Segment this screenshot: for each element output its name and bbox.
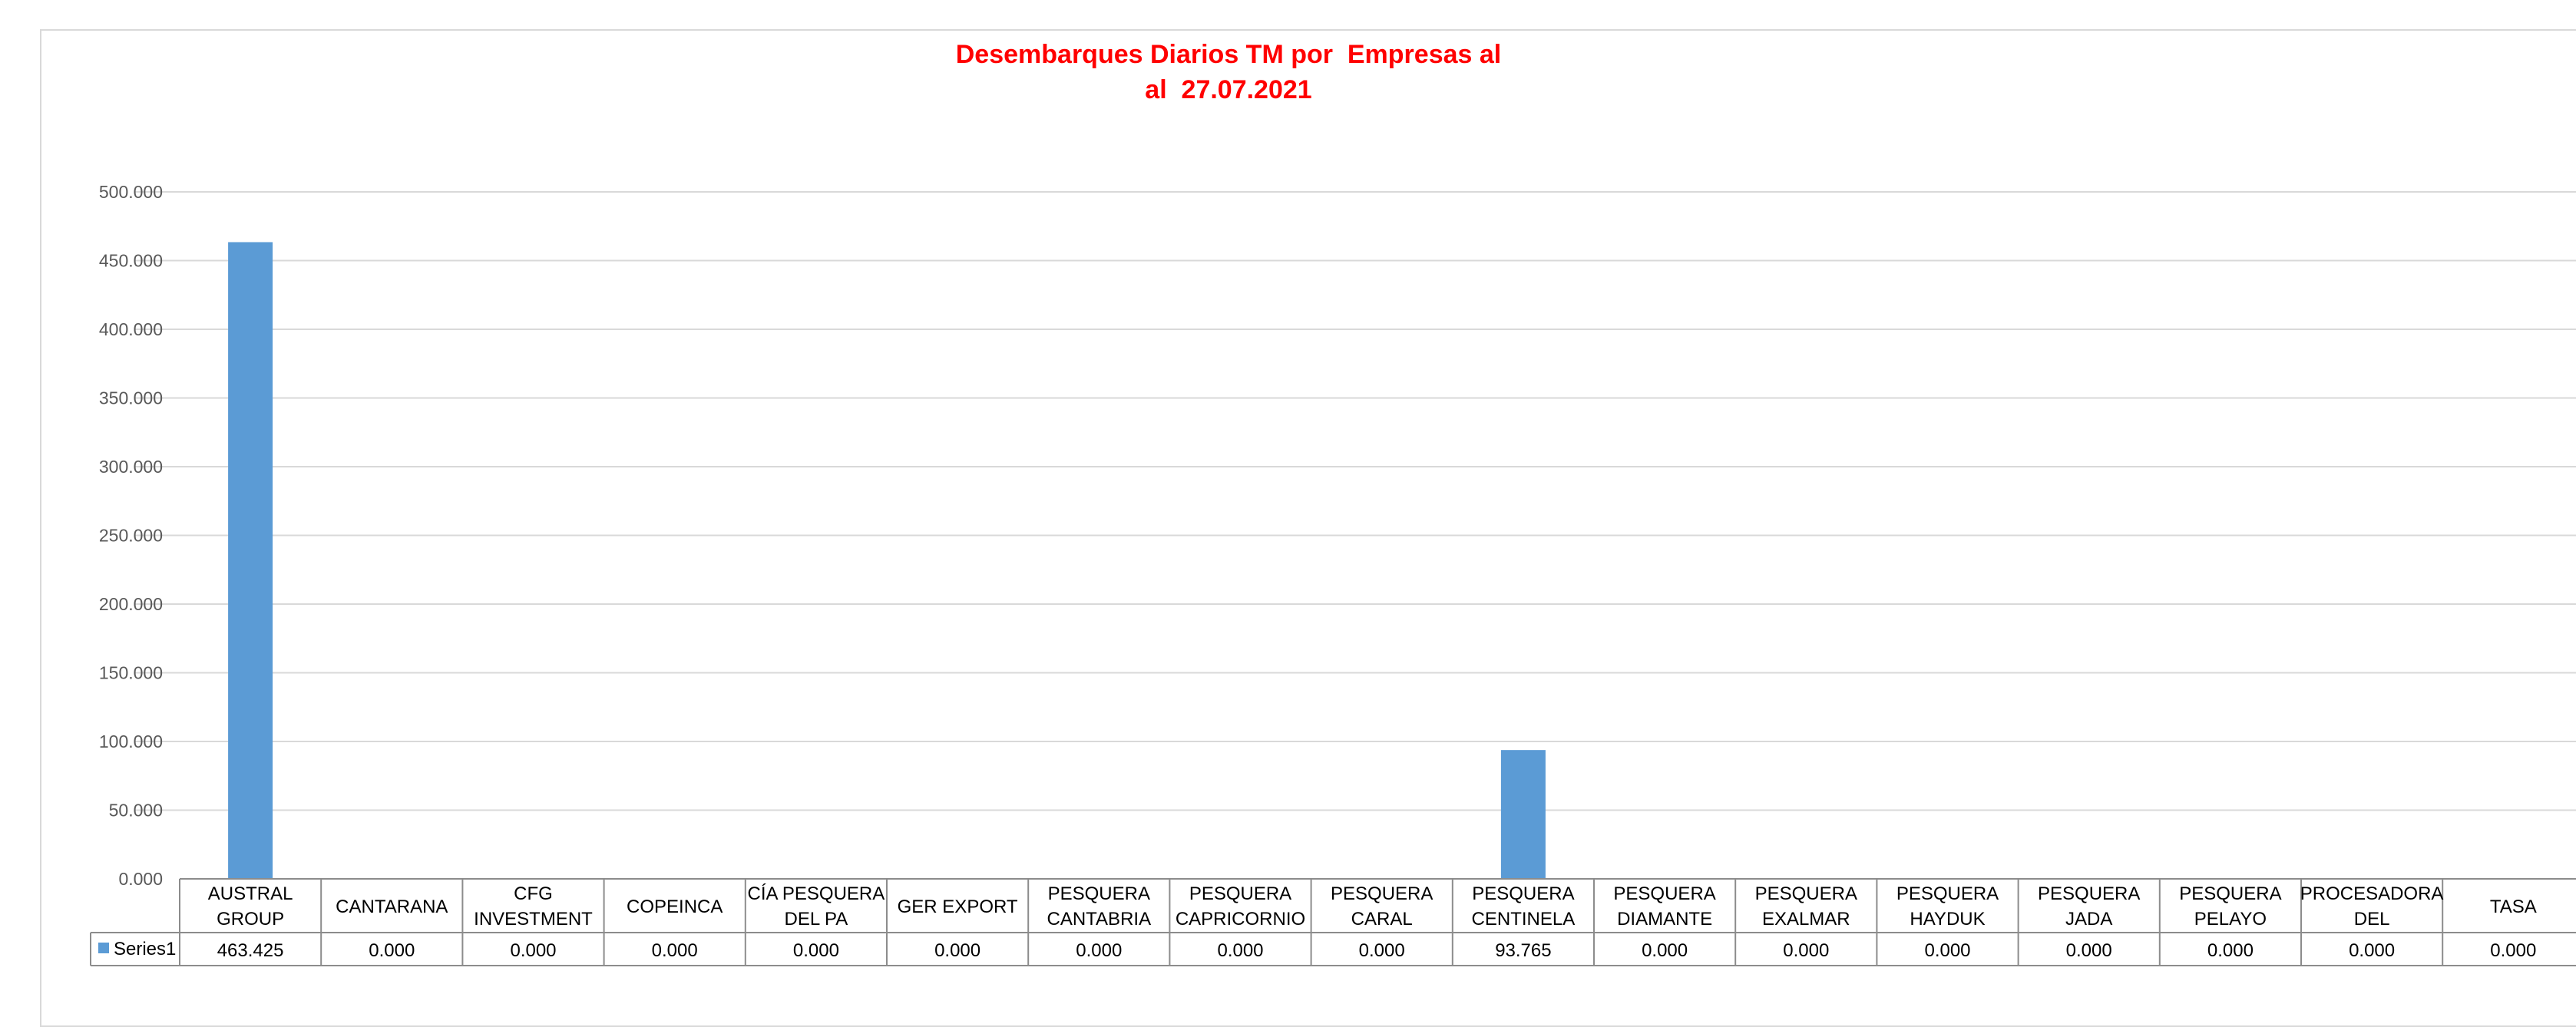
x-category-label: CARAL xyxy=(1351,909,1413,930)
y-tick-label: 250.000 xyxy=(99,526,163,546)
x-category-label: GROUP xyxy=(217,909,284,930)
x-category-label: EXALMAR xyxy=(1762,909,1850,930)
data-table-value: 0.000 xyxy=(510,940,556,961)
x-category-label: CANTABRIA xyxy=(1047,909,1152,930)
x-category-label: JADA xyxy=(2065,909,2112,930)
data-table-value: 93.765 xyxy=(1495,940,1551,961)
y-tick-label: 0.000 xyxy=(118,869,163,889)
y-tick-label: 450.000 xyxy=(99,251,163,271)
x-category-label: PESQUERA xyxy=(1048,883,1150,904)
x-category-label: DIAMANTE xyxy=(1617,909,1712,930)
y-tick-label: 100.000 xyxy=(99,731,163,751)
legend-swatch xyxy=(98,943,109,953)
x-category-label: PESQUERA xyxy=(1755,883,1857,904)
x-category-label: DEL xyxy=(2354,909,2390,930)
x-category-label: PESQUERA xyxy=(2179,883,2281,904)
x-category-label: PESQUERA xyxy=(1331,883,1433,904)
x-category-label: COPEINCA xyxy=(627,897,723,917)
x-category-label: CÍA PESQUERA xyxy=(748,883,885,904)
x-category-label: AUSTRAL xyxy=(208,883,293,904)
x-category-label: HAYDUK xyxy=(1910,909,1985,930)
data-table-value: 0.000 xyxy=(1217,940,1263,961)
x-category-label: PELAYO xyxy=(2194,909,2267,930)
y-tick-label: 500.000 xyxy=(99,182,163,202)
chart-title-line-1: Desembarques Diarios TM por Empresas al xyxy=(955,40,1502,69)
data-table-value: 0.000 xyxy=(652,940,698,961)
x-category-label: PESQUERA xyxy=(1189,883,1291,904)
x-category-label: PESQUERA xyxy=(2038,883,2140,904)
y-tick-label: 150.000 xyxy=(99,663,163,683)
x-category-label: CAPRICORNIO xyxy=(1176,909,1305,930)
data-table-value: 0.000 xyxy=(2066,940,2112,961)
data-table-value: 0.000 xyxy=(1359,940,1405,961)
data-table-value: 0.000 xyxy=(1642,940,1688,961)
chart-area xyxy=(40,29,2576,1027)
data-table-value: 0.000 xyxy=(793,940,839,961)
data-table-value: 0.000 xyxy=(2349,940,2395,961)
x-category-label: CANTARANA xyxy=(336,897,448,917)
data-table-value: 463.425 xyxy=(217,940,284,961)
data-table-value: 0.000 xyxy=(2207,940,2254,961)
data-table-value: 0.000 xyxy=(1783,940,1829,961)
y-tick-label: 50.000 xyxy=(109,801,163,821)
x-category-label: PESQUERA xyxy=(1613,883,1715,904)
x-category-label: CENTINELA xyxy=(1472,909,1576,930)
chart-title: Desembarques Diarios TM por Empresas al … xyxy=(845,37,1612,107)
x-category-label: DEL PA xyxy=(785,909,848,930)
x-category-label: TASA xyxy=(2490,897,2537,917)
y-tick-label: 200.000 xyxy=(99,594,163,614)
x-category-label: PESQUERA xyxy=(1896,883,1999,904)
data-table-value: 0.000 xyxy=(934,940,980,961)
chart-title-line-2: al 27.07.2021 xyxy=(1145,75,1312,104)
data-table-value: 0.000 xyxy=(1076,940,1122,961)
x-category-label: CFG xyxy=(514,883,553,904)
x-category-label: GER EXPORT xyxy=(898,897,1018,917)
bar xyxy=(228,242,273,879)
data-table-value: 0.000 xyxy=(2490,940,2536,961)
y-tick-label: 300.000 xyxy=(99,457,163,477)
bar xyxy=(1500,750,1546,879)
x-category-label: PROCESADORA xyxy=(2300,883,2444,904)
x-category-label: PESQUERA xyxy=(1472,883,1574,904)
legend-label: Series1 xyxy=(114,939,176,959)
bar-chart: 0.000 50.000 100.000 150.000 200.000 250.000 3… xyxy=(90,182,2576,966)
data-table-value: 0.000 xyxy=(369,940,415,961)
y-tick-label: 350.000 xyxy=(99,388,163,408)
data-table-value: 0.000 xyxy=(1924,940,1970,961)
x-category-label: INVESTMENT xyxy=(474,909,593,930)
y-tick-label: 400.000 xyxy=(99,319,163,339)
